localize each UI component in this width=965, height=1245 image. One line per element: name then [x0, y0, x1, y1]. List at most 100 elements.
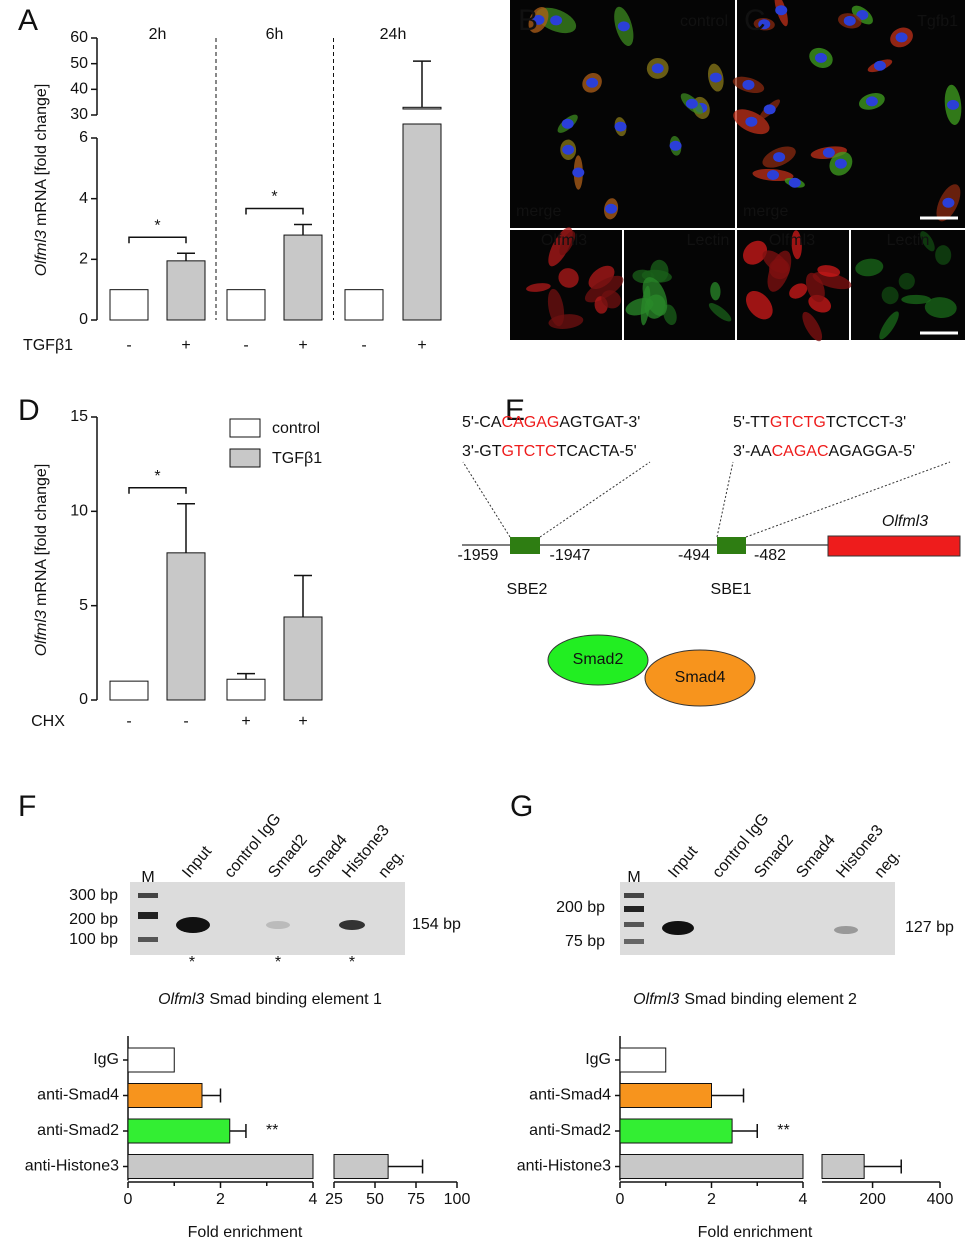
bar — [619, 1118, 733, 1144]
bar — [283, 234, 323, 321]
ladder-band — [624, 893, 644, 898]
nucleus — [572, 167, 585, 178]
nucleus — [758, 19, 771, 30]
sequence: 3'-AACAGACAGAGGA-5' — [733, 443, 915, 460]
x-axis-label: Fold enrichment — [188, 1224, 303, 1241]
x-tick-label: 2 — [707, 1191, 716, 1208]
gene-label: Olfml3 — [882, 513, 928, 530]
cell — [789, 283, 808, 299]
protein-label: Smad2 — [573, 651, 624, 668]
nucleus — [745, 116, 758, 127]
panel-label: C — [744, 4, 766, 37]
lane-label: Input — [665, 843, 701, 882]
significance-bracket — [245, 207, 304, 215]
legend-label: TGFβ1 — [272, 450, 322, 467]
group-label: 24h — [380, 26, 407, 43]
marker-label: 200 bp — [69, 911, 118, 928]
sequence-part: 5'-CA — [462, 414, 502, 431]
lane-mark: * — [349, 954, 355, 971]
y-tick-label: 6 — [79, 129, 88, 146]
lane-label: neg. — [375, 847, 408, 882]
bar — [619, 1154, 804, 1179]
sequence-part: AGAGGA-5' — [829, 443, 916, 460]
condition-label: Tgfb1 — [917, 13, 958, 30]
significance-label: ** — [777, 1122, 789, 1139]
smad2-shape — [547, 634, 649, 686]
x-tick-label: + — [298, 713, 307, 730]
x-tick-label: 200 — [859, 1191, 886, 1208]
lane-label: neg. — [871, 847, 904, 882]
bar — [821, 1154, 865, 1179]
lane-mark: * — [189, 954, 195, 971]
channel-label: Lectin — [887, 232, 930, 249]
category-label: anti-Smad2 — [529, 1122, 611, 1139]
cell — [898, 272, 915, 290]
nucleus — [843, 15, 856, 26]
cell — [855, 258, 884, 277]
marker-label: 75 bp — [565, 933, 605, 950]
bar — [283, 616, 323, 701]
micrograph-c-merge — [737, 0, 965, 228]
sequence-part: CAGAC — [772, 443, 829, 460]
cell — [642, 277, 668, 316]
gel — [130, 882, 405, 955]
cell — [924, 297, 957, 319]
bar — [127, 1118, 231, 1144]
nucleus — [775, 5, 788, 16]
cell — [901, 294, 932, 305]
sequence: 3'-GTGTCTCTCACTA-5' — [462, 443, 637, 460]
x-tick-label: - — [361, 337, 366, 354]
panel-label: A — [18, 4, 38, 37]
x-tick-label: + — [417, 337, 426, 354]
category-label: anti-Histone3 — [25, 1158, 119, 1175]
position-label: -482 — [754, 547, 786, 564]
nucleus — [788, 177, 801, 188]
ladder-band — [624, 922, 644, 927]
nucleus — [586, 77, 599, 88]
title-text: Smad binding element 2 — [684, 991, 857, 1008]
marker-label: 100 bp — [69, 931, 118, 948]
band — [662, 921, 694, 935]
panel-label: E — [505, 394, 525, 427]
nucleus — [709, 72, 722, 83]
y-tick-label: 15 — [70, 408, 88, 425]
significance-label: ** — [266, 1122, 278, 1139]
nucleus — [873, 60, 886, 71]
x-tick-label: + — [298, 337, 307, 354]
x-tick-label: - — [243, 337, 248, 354]
nucleus — [763, 104, 776, 115]
nucleus — [865, 96, 878, 107]
sequence: 5'-CACAGAGAGTGAT-3' — [462, 414, 640, 431]
position-label: -494 — [678, 547, 710, 564]
cell — [817, 265, 841, 277]
y-tick-label: 60 — [70, 29, 88, 46]
x-row-label: CHX — [31, 713, 65, 730]
product-label: 154 bp — [412, 916, 461, 933]
cell — [710, 281, 721, 301]
bar — [226, 289, 266, 321]
y-tick-label: 0 — [79, 691, 88, 708]
ladder-band — [138, 937, 158, 942]
nucleus — [685, 98, 698, 109]
ladder-band — [138, 912, 158, 919]
x-tick-label: 4 — [309, 1191, 318, 1208]
nucleus — [767, 169, 780, 180]
connector — [745, 461, 951, 538]
nucleus — [605, 203, 618, 214]
sequence: 5'-TTGTCTGTCTCCT-3' — [733, 414, 906, 431]
channel-label: Olfml3 — [769, 232, 815, 249]
cell — [791, 230, 802, 260]
ladder-band — [624, 906, 644, 912]
y-label-gene: Olfml3 — [33, 610, 50, 656]
x-tick-label: 0 — [124, 1191, 133, 1208]
bar — [619, 1047, 667, 1073]
cell — [584, 275, 624, 303]
sequence-part: 3'-GT — [462, 443, 502, 460]
y-axis-label: Olfml3 mRNA [fold change] — [33, 84, 50, 277]
y-tick-label: 4 — [79, 190, 88, 207]
panel-label: G — [510, 790, 533, 823]
promoter-diagram — [462, 461, 961, 707]
x-tick-label: 100 — [444, 1191, 471, 1208]
cell — [920, 231, 935, 252]
x-tick-label: 400 — [927, 1191, 954, 1208]
